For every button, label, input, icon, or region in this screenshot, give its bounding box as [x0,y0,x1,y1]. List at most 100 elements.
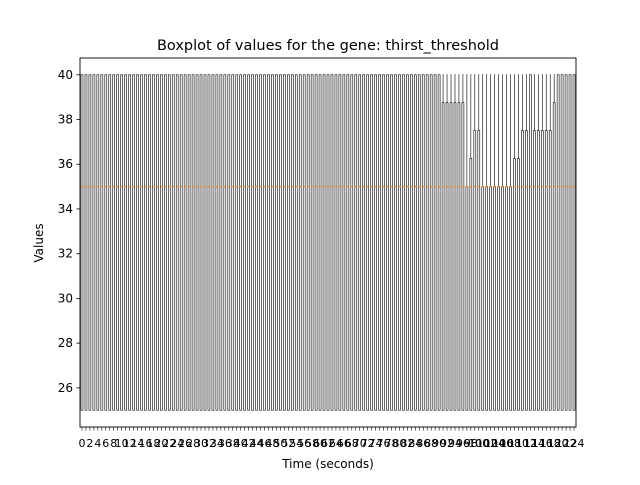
box-rect [537,130,540,411]
box-80 [398,74,401,411]
x-tick-label: 124 [564,437,585,450]
box-rect [92,74,96,411]
box-rect [354,74,358,411]
x-tick-label: 118 [540,437,561,450]
box-45 [259,74,262,411]
box-24 [175,74,179,411]
x-tick-label: 0 [78,437,85,450]
x-tick-label: 22 [162,437,176,450]
box-106 [501,74,504,411]
box-64 [334,74,338,411]
box-15 [140,74,143,411]
box-rect [521,130,524,411]
box-rect [144,74,147,411]
box-rect [437,74,441,411]
box-rect [104,74,108,411]
box-16 [144,74,147,411]
box-94 [453,74,457,411]
box-rect [219,74,223,411]
box-21 [164,74,167,411]
box-rect [128,74,131,411]
box-rect [294,74,298,411]
box-rect [572,74,576,411]
boxes-layer [80,74,576,411]
box-rect [449,102,453,411]
box-rect [414,74,417,411]
box-rect [211,74,215,411]
x-tick-label: 112 [516,437,537,450]
box-10 [120,74,123,411]
box-rect [251,74,254,411]
box-95 [457,74,461,411]
box-74 [374,74,377,411]
box-109 [513,74,516,411]
box-55 [298,74,302,411]
box-66 [342,74,346,411]
box-rect [473,130,477,411]
x-tick-label: 8 [110,437,117,450]
box-68 [350,74,354,411]
box-rect [346,74,350,411]
box-rect [298,74,302,411]
box-104 [493,74,496,411]
box-rect [402,74,405,411]
box-rect [338,74,342,411]
box-50 [279,74,282,411]
box-rect [207,74,211,411]
x-tick-label: 28 [186,437,200,450]
box-14 [136,74,139,411]
box-rect [199,74,203,411]
x-tick-label: 92 [440,437,454,450]
box-17 [148,74,151,411]
box-rect [116,74,119,411]
box-rect [568,74,572,411]
box-61 [322,74,326,411]
x-tick-label: 50 [273,437,287,450]
box-rect [398,74,401,411]
plot-frame [79,57,577,428]
box-rect [164,74,167,411]
box-rect [156,74,159,411]
box-rect [489,186,492,411]
box-rect [318,74,322,411]
x-tick-label: 56 [297,437,311,450]
box-90 [437,74,441,411]
x-tick-label: 60 [313,437,327,450]
box-rect [152,74,155,411]
box-2 [88,74,92,411]
box-7 [108,74,112,411]
box-rect [533,130,536,411]
x-tick-label: 10 [115,437,129,450]
box-118 [548,74,552,411]
box-65 [338,74,342,411]
box-rect [279,74,282,411]
box-rect [410,74,413,411]
y-tick-label: 34 [58,202,73,216]
box-32 [207,74,211,411]
box-75 [378,74,381,411]
box-rect [509,186,512,411]
box-rect [525,130,528,411]
x-tick-label: 68 [345,437,359,450]
box-rect [132,74,135,411]
box-rect [227,74,231,411]
x-tick-label: 16 [138,437,152,450]
box-rect [310,74,314,411]
box-87 [425,74,429,411]
box-rect [358,74,362,411]
box-114 [533,74,536,411]
box-33 [211,74,215,411]
box-rect [552,102,556,411]
box-rect [80,74,84,411]
box-rect [96,74,100,411]
box-3 [92,74,96,411]
box-28 [191,74,195,411]
x-tick-label: 74 [369,437,383,450]
box-rect [493,186,496,411]
box-rect [175,74,179,411]
box-102 [485,74,489,411]
box-rect [243,74,246,411]
box-53 [290,74,294,411]
box-rect [350,74,354,411]
